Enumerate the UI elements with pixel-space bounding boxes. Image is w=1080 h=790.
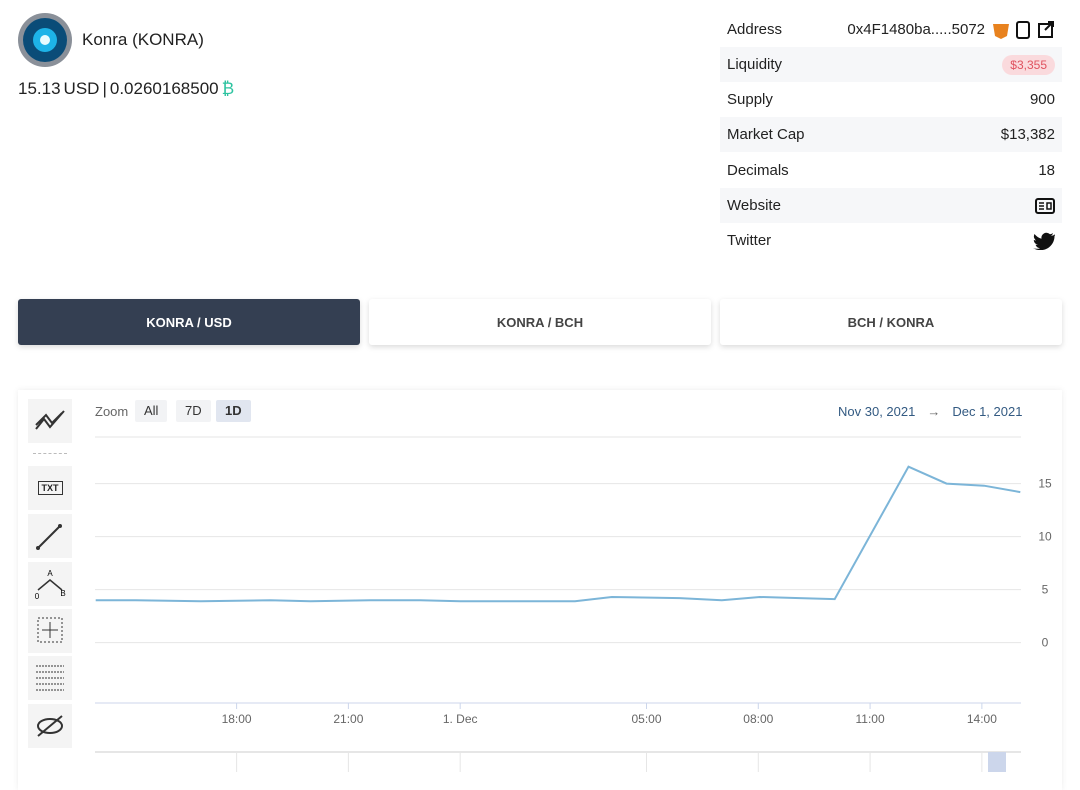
value: $13,382 <box>1000 126 1055 143</box>
tab[interactable]: BCH / KONRA <box>720 299 1062 345</box>
label: Address <box>727 21 783 38</box>
info-row: Address 0x4F1480ba.....5072 <box>720 12 1062 47</box>
token-name: Konra (KONRA) <box>82 30 204 49</box>
tool-indicators[interactable] <box>28 399 72 443</box>
zoom-button[interactable]: All <box>135 400 168 422</box>
zoom-label: Zoom <box>95 404 129 419</box>
token-logo <box>18 13 72 67</box>
price-line <box>95 465 1021 603</box>
x-tick-label: 11:00 <box>856 712 885 726</box>
tab[interactable]: KONRA / BCH <box>369 299 711 345</box>
label: Twitter <box>727 232 772 249</box>
date-range: Nov 30, 2021 → Dec 1, 2021 <box>838 404 1022 419</box>
twitter-icon[interactable] <box>1033 232 1055 250</box>
value: 18 <box>1038 162 1055 179</box>
zoom-button[interactable]: 1D <box>216 400 251 422</box>
website-icon[interactable] <box>1035 197 1055 214</box>
price-line: 15.13 USD | 0.0260168500 ₿ <box>18 79 234 99</box>
x-tick-label: 21:00 <box>333 712 363 726</box>
pattern-label: B <box>60 589 65 598</box>
x-tick-label: 08:00 <box>743 712 773 726</box>
tab[interactable]: KONRA / USD <box>18 299 360 345</box>
x-tick-label: 1. Dec <box>443 712 478 726</box>
info-row: Market Cap $13,382 <box>720 117 1062 152</box>
address-icons[interactable] <box>991 20 1055 40</box>
label: Liquidity <box>727 56 783 73</box>
x-tick-label: 18:00 <box>222 712 252 726</box>
navigator-handle[interactable] <box>988 752 1006 772</box>
range-arrow: → <box>927 404 941 419</box>
price: 15.13 <box>18 79 61 98</box>
liquidity-badge: $3,355 <box>1002 54 1055 75</box>
page: Konra (KONRA) 15.13 USD | 0.0260168500 ₿ Add… <box>18 12 1062 772</box>
info-row: Website <box>720 188 1062 223</box>
tool-hide[interactable] <box>28 704 72 748</box>
y-tick-label: 5 <box>1042 583 1049 597</box>
x-tick-label: 05:00 <box>631 712 661 726</box>
info-row: Supply 900 <box>720 82 1062 117</box>
y-tick-label: 0 <box>1042 636 1049 650</box>
bch-symbol: ₿ <box>221 79 235 98</box>
label: Website <box>727 197 781 214</box>
value: 900 <box>1029 91 1055 108</box>
range-to[interactable]: Dec 1, 2021 <box>952 404 1023 419</box>
info-row: Decimals 18 <box>720 153 1062 188</box>
chart: 0 5 10 15 18:00 21:00 1. Dec 05:00 08:00 11:00 14:… <box>95 436 1052 772</box>
tool-line[interactable] <box>28 514 72 558</box>
y-tick-label: 10 <box>1038 530 1052 544</box>
tool-fib[interactable] <box>28 656 72 700</box>
info-row: Twitter <box>720 223 1062 258</box>
tool-measure[interactable] <box>28 609 72 653</box>
tool-text[interactable]: TXT <box>28 466 72 510</box>
text-tool-label: TXT <box>37 481 63 495</box>
pattern-label: A <box>47 569 53 578</box>
label: Supply <box>727 91 773 108</box>
tool-pattern[interactable]: A 0 B <box>28 562 72 606</box>
label: Decimals <box>727 162 789 179</box>
address[interactable]: 0x4F1480ba.....5072 <box>847 21 985 38</box>
bch-price: 0.0260168500 <box>109 79 219 98</box>
range-from[interactable]: Nov 30, 2021 <box>838 404 916 419</box>
zoom-button[interactable]: 7D <box>176 400 211 422</box>
tool-divider <box>33 453 67 454</box>
y-tick-label: 15 <box>1038 477 1052 491</box>
info-row: Liquidity $3,355 <box>720 47 1062 82</box>
x-tick-label: 14:00 <box>967 712 997 726</box>
price-unit: USD <box>63 79 100 98</box>
pattern-label: 0 <box>35 592 40 601</box>
separator: | <box>102 79 107 98</box>
label: Market Cap <box>727 126 805 143</box>
